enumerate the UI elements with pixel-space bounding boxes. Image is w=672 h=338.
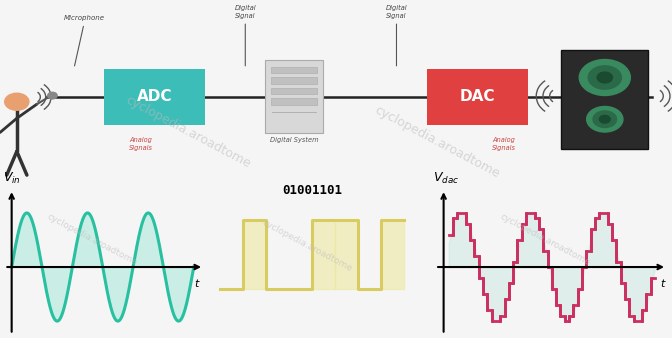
- Circle shape: [599, 115, 610, 123]
- Circle shape: [5, 93, 29, 110]
- Text: cyclopedia.aroadtome: cyclopedia.aroadtome: [261, 218, 354, 273]
- FancyBboxPatch shape: [265, 60, 323, 134]
- FancyBboxPatch shape: [271, 77, 317, 84]
- Text: cyclopedia.aroadtome: cyclopedia.aroadtome: [45, 212, 138, 268]
- Text: DAC: DAC: [460, 89, 495, 103]
- FancyBboxPatch shape: [271, 98, 317, 104]
- Text: Digital
Signal: Digital Signal: [386, 5, 407, 19]
- Text: cyclopedia.aroadtome: cyclopedia.aroadtome: [124, 94, 253, 171]
- Circle shape: [587, 106, 623, 132]
- Text: cyclopedia.aroadtome: cyclopedia.aroadtome: [499, 212, 592, 268]
- Text: Analog
Signals: Analog Signals: [492, 137, 516, 151]
- Text: cyclopedia.aroadtome: cyclopedia.aroadtome: [372, 103, 501, 180]
- FancyBboxPatch shape: [271, 67, 317, 73]
- Text: ADC: ADC: [137, 89, 172, 103]
- FancyBboxPatch shape: [104, 69, 205, 125]
- Text: $t$: $t$: [660, 277, 667, 289]
- Circle shape: [593, 111, 617, 127]
- Text: Microphone: Microphone: [63, 15, 105, 21]
- Circle shape: [588, 66, 622, 89]
- FancyBboxPatch shape: [561, 50, 648, 149]
- Text: Analog
Signals: Analog Signals: [129, 137, 153, 151]
- Text: $t$: $t$: [194, 277, 201, 289]
- FancyBboxPatch shape: [427, 69, 528, 125]
- Text: Digital System: Digital System: [269, 137, 319, 143]
- Circle shape: [579, 59, 630, 96]
- Circle shape: [597, 72, 612, 83]
- Text: Digital
Signal: Digital Signal: [235, 5, 256, 19]
- Text: 01001101: 01001101: [282, 184, 342, 197]
- Text: $V_{in}$: $V_{in}$: [3, 171, 21, 186]
- FancyBboxPatch shape: [271, 88, 317, 94]
- Text: $V_{dac}$: $V_{dac}$: [433, 171, 460, 186]
- Circle shape: [48, 92, 57, 99]
